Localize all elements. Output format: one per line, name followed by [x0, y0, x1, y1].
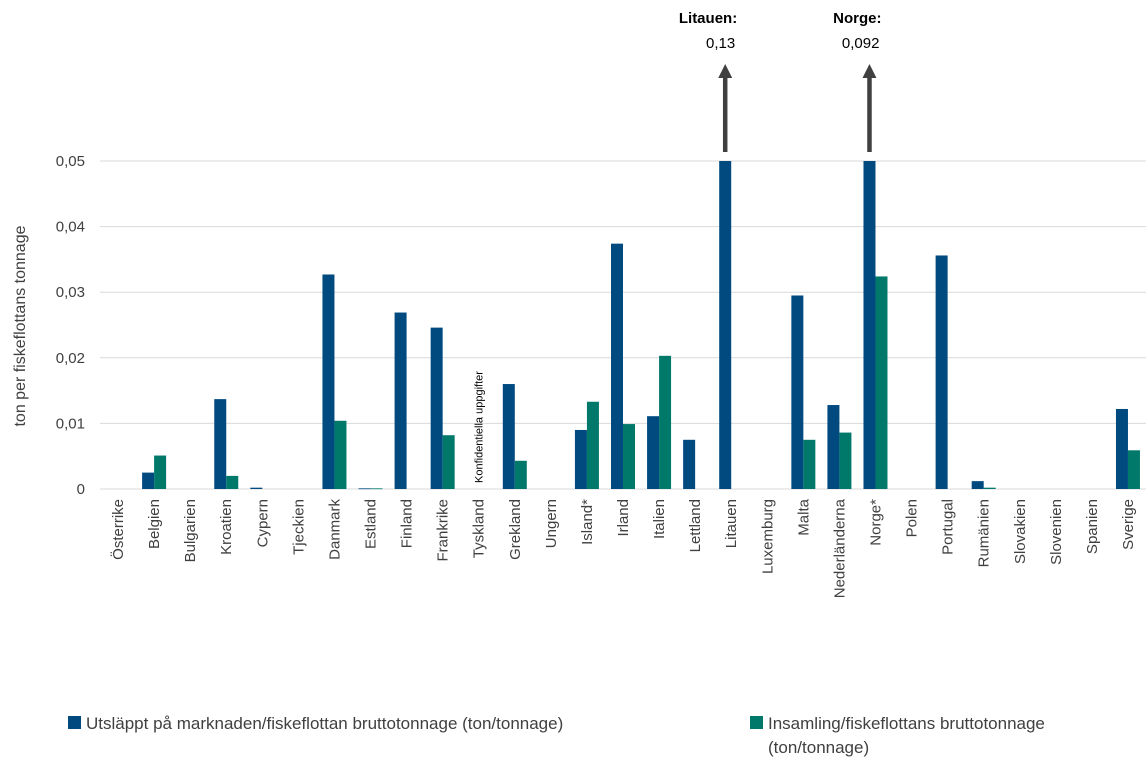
- bar-2: [586, 401, 599, 489]
- bar-1: [647, 416, 660, 489]
- x-tick-label: Spanien: [1084, 499, 1101, 554]
- x-tick-label: Sverige: [1120, 499, 1137, 550]
- bar-1: [358, 488, 371, 490]
- x-tick-label: Frankrike: [435, 499, 452, 562]
- annotations: Litauen: 0,13 Norge: 0,092 Konfidentiella up…: [474, 10, 882, 483]
- bar-2: [875, 276, 888, 489]
- x-tick-label: Ungern: [543, 499, 560, 548]
- bar-1: [322, 274, 335, 489]
- bar-1: [935, 255, 948, 489]
- bar-1: [863, 161, 876, 489]
- bar-2: [334, 420, 347, 489]
- y-tick-label: 0,05: [56, 153, 85, 170]
- bar-1: [1115, 408, 1128, 489]
- x-tick-label: Grekland: [507, 499, 524, 560]
- legend-swatch-series1: [68, 716, 81, 729]
- bar-1: [611, 243, 623, 489]
- x-tick-label: Belgien: [146, 499, 163, 549]
- x-tick-label: Lettland: [687, 499, 704, 552]
- bars: [142, 161, 1140, 490]
- y-axis-label: ton per fiskeflottans tonnage: [12, 225, 29, 426]
- legend-swatch-series2: [750, 716, 763, 729]
- bar-1: [430, 327, 443, 489]
- annotation-label: Norge:: [833, 10, 881, 27]
- bar-2: [370, 488, 383, 490]
- overflow-arrowhead: [718, 64, 733, 78]
- bar-1: [791, 295, 804, 489]
- x-tick-label: Malta: [795, 498, 812, 535]
- x-tick-label: Irland: [615, 499, 632, 537]
- x-tick-label: Estland: [363, 499, 380, 549]
- annotation-label: Litauen:: [679, 10, 737, 27]
- bar-1: [971, 481, 984, 489]
- x-tick-label: Danmark: [326, 499, 343, 560]
- x-tick-label: Tyskland: [471, 499, 488, 558]
- bar-2: [623, 424, 635, 489]
- bar-2: [803, 439, 816, 489]
- x-tick-label: Slovakien: [1012, 499, 1029, 564]
- x-tick-label: Litauen: [723, 499, 740, 548]
- bar-2: [983, 487, 996, 489]
- bar-1: [502, 384, 515, 489]
- bar-2: [154, 455, 167, 489]
- x-tick-label: Polen: [904, 499, 921, 537]
- y-tick-label: 0,04: [56, 219, 85, 236]
- bar-2: [659, 355, 672, 489]
- legend-label-series2: Insamling/fiskeflottans bruttotonnage (t…: [768, 714, 1045, 757]
- y-tick-label: 0,02: [56, 350, 85, 367]
- bar-2: [514, 460, 527, 489]
- confidential-note: Konfidentiella uppgifter: [474, 371, 486, 483]
- x-tick-label: Österrike: [109, 499, 127, 560]
- x-tick-label: Kroatien: [218, 499, 235, 555]
- x-tick-label: Bulgarien: [182, 499, 199, 562]
- x-tick-label: Cypern: [254, 499, 271, 547]
- bar-1: [827, 405, 840, 489]
- bar-1: [683, 439, 696, 489]
- bar-2: [226, 475, 239, 489]
- x-axis-categories: Österrike Belgien Bulgarien Kroatien Cypern T…: [109, 498, 1137, 598]
- bar-1: [142, 472, 155, 489]
- x-tick-label: Finland: [399, 499, 416, 548]
- bar-1: [214, 399, 227, 489]
- x-tick-label: Rumänien: [976, 499, 993, 567]
- overflow-arrowhead: [862, 64, 877, 78]
- bar-1: [574, 429, 587, 489]
- bar-2: [839, 432, 852, 489]
- bar-1: [394, 312, 407, 489]
- y-axis-ticks: 0 0,01 0,02 0,03 0,04 0,05: [56, 153, 85, 498]
- y-tick-label: 0,03: [56, 284, 85, 301]
- legend-item-series2: Insamling/fiskeflottans bruttotonnage (t…: [750, 712, 1130, 760]
- x-tick-label: Luxemburg: [759, 499, 776, 574]
- bar-2: [1127, 450, 1140, 489]
- legend-item-series1: Utsläppt på marknaden/fiskeflottan brutt…: [68, 712, 563, 736]
- x-tick-label: Italien: [651, 499, 668, 539]
- y-tick-label: 0,01: [56, 415, 85, 432]
- x-tick-label: Slovenien: [1048, 499, 1065, 565]
- x-tick-label: Portugal: [940, 499, 957, 555]
- y-tick-label: 0: [77, 481, 85, 498]
- x-tick-label: Island*: [579, 499, 596, 545]
- bar-1: [250, 487, 263, 489]
- x-tick-label: Norge*: [867, 499, 884, 546]
- bar-1: [719, 161, 732, 489]
- bar-2: [442, 435, 455, 489]
- legend-label-series1: Utsläppt på marknaden/fiskeflottan brutt…: [86, 714, 564, 733]
- x-tick-label: Tjeckien: [290, 499, 307, 555]
- annotation-value: 0,13: [706, 35, 735, 52]
- annotation-value: 0,092: [842, 35, 880, 52]
- x-tick-label: Nederländerna: [831, 498, 848, 598]
